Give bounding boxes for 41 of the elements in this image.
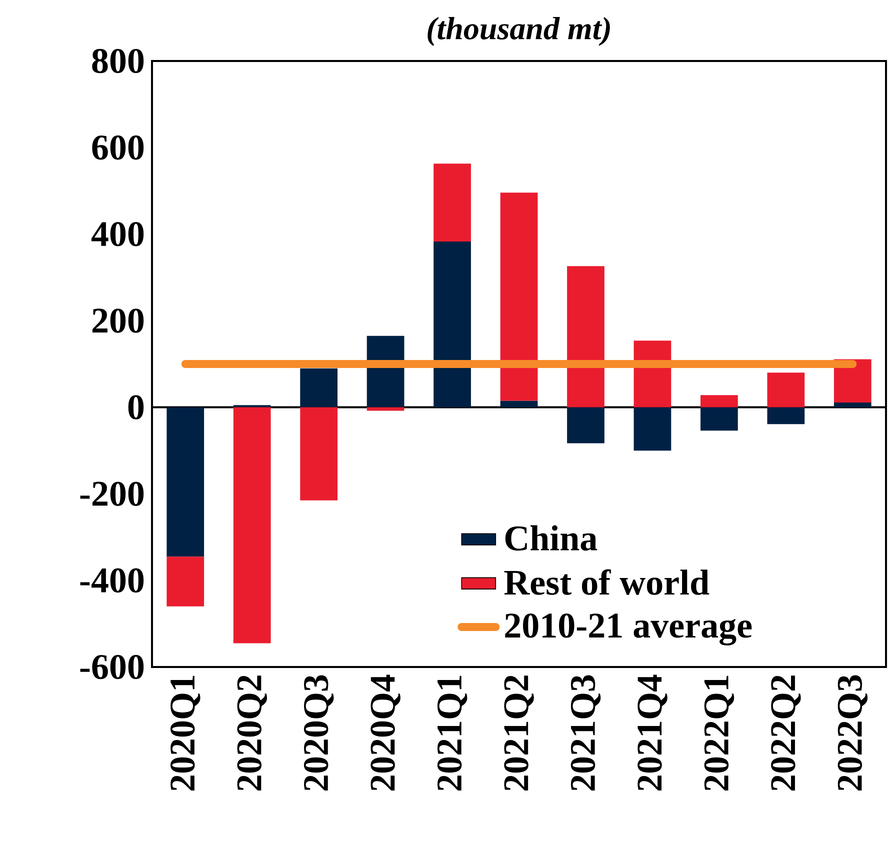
- bar: [300, 368, 338, 408]
- bar: [767, 407, 805, 424]
- legend-label: Rest of world: [504, 569, 710, 595]
- bar: [634, 407, 672, 451]
- bar: [767, 372, 805, 408]
- y-tick-label: 600: [92, 135, 144, 160]
- y-tick-label: 0: [128, 395, 144, 420]
- x-tick-label: 2021Q1: [437, 676, 468, 791]
- y-tick-label: -400: [80, 568, 144, 593]
- bar: [366, 407, 404, 411]
- bar: [434, 164, 471, 242]
- bar: [567, 266, 604, 408]
- bar: [166, 556, 204, 606]
- y-tick-label: -600: [80, 654, 144, 680]
- bar: [700, 407, 738, 431]
- y-tick-label: 800: [92, 48, 144, 74]
- x-tick-label: 2022Q3: [838, 675, 868, 791]
- bar: [700, 395, 738, 408]
- chart-title: (thousand mt): [428, 16, 610, 46]
- x-tick-label: 2020Q2: [237, 676, 267, 791]
- x-tick-label: 2021Q4: [638, 674, 668, 791]
- legend-label: 2010-21 average: [505, 614, 752, 646]
- bar: [500, 192, 538, 401]
- bar: [500, 400, 538, 408]
- bar: [166, 407, 204, 557]
- x-tick-label: 2020Q3: [304, 675, 334, 791]
- x-tick-label: 2022Q1: [704, 676, 734, 791]
- bar: [233, 407, 271, 644]
- bar: [567, 407, 604, 444]
- x-tick-label: 2021Q2: [504, 676, 534, 791]
- legend-label: China: [505, 525, 598, 551]
- x-tick-label: 2021Q3: [570, 675, 601, 791]
- x-tick-label: 2020Q4: [370, 674, 400, 791]
- y-tick-label: 200: [92, 308, 144, 333]
- bar: [300, 407, 338, 500]
- y-tick-label: 400: [91, 222, 144, 246]
- y-tick-label: -200: [80, 482, 144, 506]
- x-tick-label: 2022Q2: [771, 676, 801, 791]
- bar: [834, 402, 872, 408]
- bar: [434, 242, 471, 408]
- x-tick-label: 2020Q1: [170, 676, 200, 791]
